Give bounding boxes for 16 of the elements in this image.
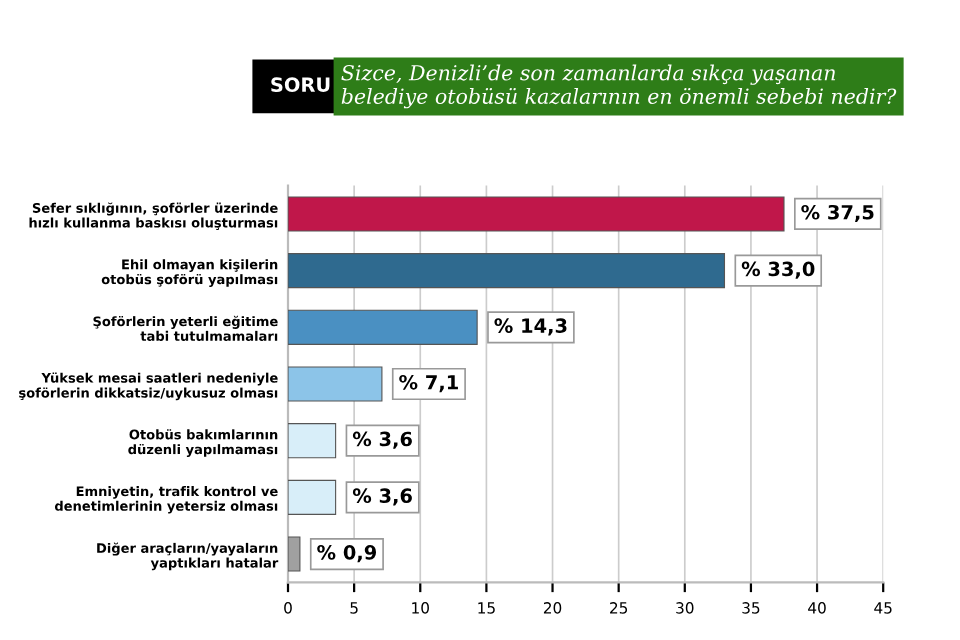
data-label: % 3,6: [352, 431, 412, 449]
data-label: % 37,5: [801, 204, 874, 223]
bar: [288, 423, 337, 459]
data-label: % 7,1: [399, 374, 458, 393]
bar: [288, 309, 478, 345]
text: SORU: [271, 77, 330, 93]
chart-title: Sizce, Denizli’de son zamanlarda sıkça yaşanan belediye otobüsü kazalarının en önemli sebebi nedir?: [341, 64, 897, 109]
data-label: % 3,6: [352, 488, 412, 506]
bar: [288, 536, 301, 572]
data-label: % 0,9: [317, 544, 377, 563]
bar: [288, 479, 337, 515]
data-label: % 33,0: [741, 261, 815, 279]
bar: [288, 196, 785, 232]
data-label: % 14,3: [494, 318, 567, 336]
bar: [288, 253, 726, 289]
bar: [288, 366, 383, 402]
